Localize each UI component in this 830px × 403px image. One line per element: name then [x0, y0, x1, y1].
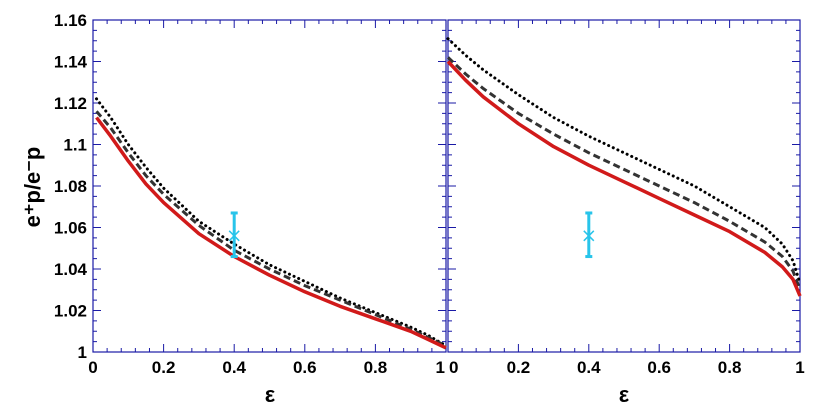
y-tick-label: 1.08: [54, 177, 87, 196]
y-tick-label: 1: [78, 343, 87, 362]
data-point-marker: [228, 230, 240, 242]
x-tick-label: 0.6: [647, 358, 671, 377]
series-line-dashed: [446, 56, 802, 291]
y-tick-label: 1.12: [54, 94, 87, 113]
series-line-dotted: [446, 37, 802, 285]
x-tick-label: 0.4: [222, 358, 246, 377]
x-axis-label-right: ε: [619, 382, 630, 403]
x-tick-label: 0.2: [507, 358, 531, 377]
x-tick-label: 1: [795, 358, 804, 377]
series-line-dotted: [95, 97, 448, 348]
x-tick-label: 0.2: [152, 358, 176, 377]
y-tick-label: 1.02: [54, 302, 87, 321]
x-axis-label-left: ε: [265, 382, 276, 403]
panel-left: 0 0.2 0.4 0.6 0.8 1 1 1.02 1.04 1.06 1.08 1.1 1.12 1.…: [54, 11, 448, 377]
series-line-dashed: [95, 110, 447, 348]
x-tick-label: 1: [436, 358, 445, 377]
data-point-marker: [583, 230, 595, 242]
y-tick-label: 1.1: [63, 136, 87, 155]
x-tick-label: 0: [88, 358, 97, 377]
y-tick-label: 1.04: [54, 260, 88, 279]
plot-frame-right: [447, 19, 801, 353]
panel-right: 0 0.2 0.4 0.6 0.8 1: [446, 19, 805, 377]
series-line-solid: [446, 60, 802, 297]
y-tick-label: 1.16: [54, 11, 87, 30]
x-tick-label: 0.6: [293, 358, 317, 377]
x-tick-label: 0: [449, 358, 458, 377]
series-line-solid: [95, 116, 447, 350]
chart-panels: 0 0.2 0.4 0.6 0.8 1 1 1.02 1.04 1.06 1.08 1.1 1.12 1.…: [54, 11, 805, 377]
x-tick-label: 0.8: [364, 358, 388, 377]
x-tick-label: 0.4: [577, 358, 601, 377]
y-tick-label: 1.14: [54, 53, 88, 72]
x-tick-label: 0.8: [718, 358, 742, 377]
y-axis-label: e⁺p/e⁻p: [20, 147, 45, 228]
y-tick-label: 1.06: [54, 219, 87, 238]
